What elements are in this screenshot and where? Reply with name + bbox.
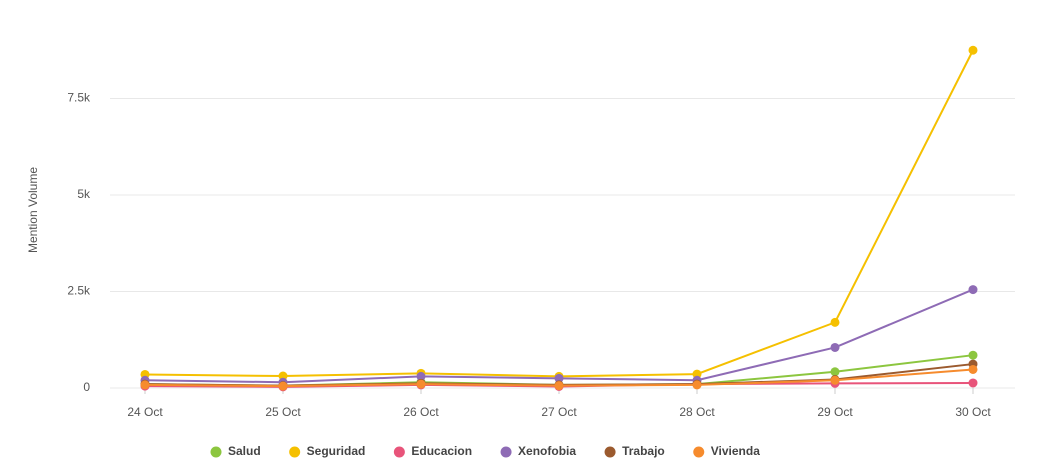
- legend-marker: [604, 446, 616, 458]
- legend-label: Seguridad: [307, 444, 366, 458]
- point: [830, 342, 840, 352]
- line: [144, 288, 974, 384]
- point: [278, 371, 288, 381]
- point: [968, 45, 978, 55]
- y-tick-label: 0: [83, 380, 90, 394]
- legend-label: Vivienda: [711, 444, 760, 458]
- point: [968, 378, 978, 388]
- point: [140, 380, 150, 390]
- point: [830, 317, 840, 327]
- line: [144, 49, 974, 378]
- x-tick-label: 26 Oct: [403, 405, 439, 419]
- point: [968, 285, 978, 295]
- point: [416, 379, 426, 389]
- legend-marker: [693, 446, 705, 458]
- point: [830, 375, 840, 385]
- point: [554, 381, 564, 391]
- legend-marker: [500, 446, 512, 458]
- point: [830, 367, 840, 377]
- y-tick-label: 2.5k: [67, 284, 91, 298]
- x-tick-label: 24 Oct: [127, 405, 163, 419]
- x-tick-label: 25 Oct: [265, 405, 301, 419]
- legend-label: Salud: [228, 444, 261, 458]
- point: [968, 350, 978, 360]
- y-tick-label: 7.5k: [67, 91, 91, 105]
- point: [692, 369, 702, 379]
- legend-label: Educacion: [411, 444, 472, 458]
- legend-label: Trabajo: [622, 444, 665, 458]
- point: [692, 380, 702, 390]
- point: [968, 364, 978, 374]
- x-tick-label: 28 Oct: [679, 405, 715, 419]
- y-axis-label: Mention Volume: [26, 167, 40, 253]
- legend-marker: [210, 446, 222, 458]
- legend-marker: [393, 446, 405, 458]
- point: [554, 373, 564, 383]
- x-tick-label: 30 Oct: [955, 405, 991, 419]
- legend-label: Xenofobia: [518, 444, 576, 458]
- point: [416, 371, 426, 381]
- x-tick-label: 29 Oct: [817, 405, 853, 419]
- legend-marker: [289, 446, 301, 458]
- y-tick-label: 5k: [77, 187, 91, 201]
- point: [278, 381, 288, 391]
- x-tick-label: 27 Oct: [541, 405, 577, 419]
